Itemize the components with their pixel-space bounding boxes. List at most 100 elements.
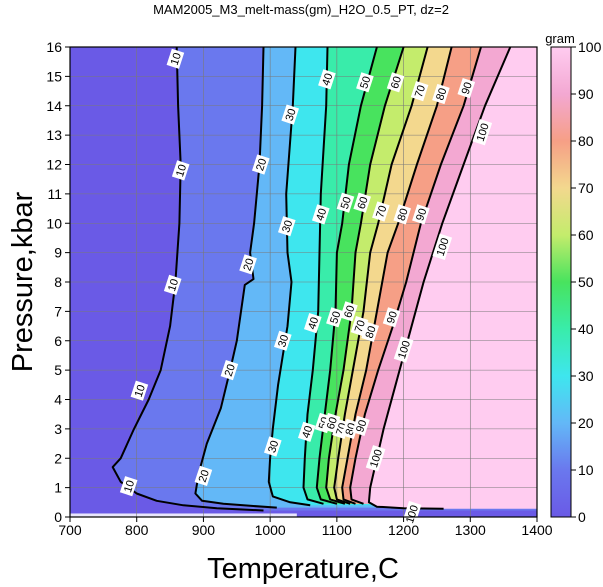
colorbar-tick-label: 0	[578, 509, 586, 525]
contour-label-20-2: 20	[220, 360, 239, 381]
colorbar-tick-label: 100	[578, 39, 602, 55]
y-axis-label: Pressure,kbar	[7, 191, 39, 372]
contour-label-text: 80	[364, 325, 379, 340]
contour-label-10-2: 10	[163, 274, 182, 295]
contour-label-30-1: 30	[277, 216, 296, 237]
y-tick-label: 7	[54, 303, 62, 319]
contour-label-bg	[472, 119, 493, 146]
contour-label-text: 20	[223, 363, 238, 378]
contour-label-text: 10	[174, 163, 189, 178]
contour-label-bg	[340, 301, 358, 322]
contour-label-10-0: 10	[166, 48, 185, 69]
contour-label-90-2: 90	[382, 307, 401, 328]
contour-label-text: 30	[284, 107, 299, 122]
contour-30	[267, 47, 311, 507]
contour-label-bg	[356, 72, 374, 93]
contour-label-bg	[401, 500, 422, 528]
contour-label-text: 30	[266, 439, 281, 454]
contour-label-bg	[393, 204, 412, 225]
contour-label-text: 90	[414, 207, 429, 222]
contour-label-text: 100	[396, 339, 413, 360]
x-tick-label: 1400	[521, 522, 552, 538]
contour-label-40-1: 40	[311, 204, 330, 225]
contour-label-20-3: 20	[194, 465, 213, 486]
contour-100	[367, 47, 512, 510]
contour-label-text: 90	[460, 81, 475, 96]
contour-label-bg	[163, 274, 182, 295]
colorbar-tick-label: 80	[578, 133, 594, 149]
y-tick-label: 3	[54, 421, 62, 437]
chart-title: MAM2005_M3_melt-mass(gm)_H2O_0.5_PT, dz=…	[153, 2, 449, 17]
contour-label-bg	[119, 476, 138, 497]
contour-label-30-3: 30	[263, 436, 282, 457]
contour-label-bg	[382, 307, 401, 328]
x-tick-label: 1300	[455, 522, 486, 538]
contour-label-text: 40	[306, 316, 321, 331]
contour-label-10-3: 10	[130, 380, 149, 401]
contour-label-bg	[273, 330, 292, 351]
contour-label-text: 10	[122, 479, 137, 494]
colorbar-tick-label: 20	[578, 415, 594, 431]
contour-labels: 10 10 10 10 10 20 20 20 20 30 30 30 30 40 40 40 40 50 50 50…	[119, 48, 493, 528]
y-tick-label: 8	[54, 274, 62, 290]
contour-label-text: 50	[358, 75, 373, 90]
x-axis-ticks: 700 800 900 1000 1100 1200 1300 1400	[58, 517, 553, 538]
contour-label-50-0: 50	[356, 72, 374, 93]
contour-label-70-0: 70	[410, 81, 429, 102]
contour-label-90-0: 90	[457, 78, 476, 99]
contour-label-text: 10	[133, 383, 148, 398]
contour-label-bg	[130, 380, 149, 401]
contour-label-30-2: 30	[273, 330, 292, 351]
contour-label-10-1: 10	[171, 160, 190, 181]
colorbar-tick-label: 40	[578, 321, 594, 337]
y-tick-label: 0	[54, 509, 62, 525]
x-tick-label: 900	[192, 522, 216, 538]
colorbar-tick-label: 60	[578, 227, 594, 243]
contour-label-bg	[386, 72, 405, 93]
contour-label-text: 100	[475, 122, 492, 143]
contour-label-text: 20	[254, 157, 269, 172]
contour-label-bg	[311, 204, 330, 225]
contour-label-bg	[326, 307, 344, 328]
contour-label-text: 30	[280, 219, 295, 234]
contour-label-80-0: 80	[432, 83, 450, 105]
contour-50	[315, 47, 378, 505]
contour-70	[333, 47, 429, 505]
contour-label-80-2: 80	[361, 321, 380, 342]
x-tick-label: 1000	[255, 522, 286, 538]
colorbar-tick-label: 30	[578, 368, 594, 384]
contour-label-text: 80	[396, 207, 411, 222]
contour-label-10-4: 10	[119, 476, 138, 497]
contour-label-text: 20	[241, 257, 256, 272]
contour-label-text: 30	[276, 333, 291, 348]
y-tick-label: 1	[54, 480, 62, 496]
y-tick-label: 2	[54, 450, 62, 466]
contour-label-90-3: 90	[352, 415, 370, 436]
colorbar	[550, 46, 572, 518]
contour-label-text: 90	[385, 310, 400, 325]
y-tick-label: 13	[46, 127, 62, 143]
contour-40	[302, 47, 329, 505]
contour-label-bg	[410, 81, 429, 102]
colorbar-tick-label: 10	[578, 462, 594, 478]
x-axis-label: Temperature,C	[207, 553, 399, 585]
contour-label-text: 10	[166, 278, 181, 293]
contour-label-80-1: 80	[393, 204, 412, 225]
y-tick-label: 11	[47, 186, 62, 202]
contour-label-40-3: 40	[297, 421, 316, 442]
heatmap-band-100	[368, 47, 537, 509]
contour-label-text: 20	[197, 469, 212, 484]
contour-label-20-1: 20	[239, 254, 257, 275]
contour-label-bg	[318, 69, 336, 90]
contour-label-40-0: 40	[318, 69, 336, 90]
y-tick-label: 14	[46, 98, 62, 114]
contour-label-bg	[393, 336, 414, 363]
y-tick-label: 6	[54, 333, 62, 349]
contour-label-text: 40	[320, 72, 335, 87]
contour-label-20-0: 20	[251, 154, 270, 175]
contour-label-text: 50	[339, 195, 354, 210]
contour-60	[325, 47, 405, 505]
contour-label-bg	[263, 436, 282, 457]
y-tick-label: 9	[54, 245, 62, 261]
contour-label-bg	[194, 465, 213, 486]
